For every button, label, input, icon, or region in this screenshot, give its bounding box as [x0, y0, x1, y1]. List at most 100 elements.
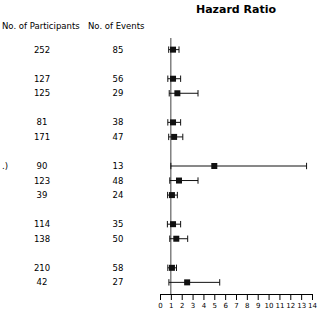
ci-cap-high — [180, 221, 181, 227]
plot-area — [167, 38, 306, 294]
x-tick-label: 3 — [191, 302, 195, 310]
ci-cap-high — [198, 90, 199, 96]
ci-cap-low — [167, 76, 168, 82]
participants-label: 138 — [34, 234, 50, 244]
x-tick-mark — [214, 294, 215, 300]
x-tick-label: 5 — [213, 302, 217, 310]
ci-cap-high — [180, 119, 181, 125]
events-label: 27 — [113, 277, 124, 287]
x-tick-label: 4 — [202, 302, 207, 310]
ci-cap-low — [169, 236, 170, 242]
x-tick: 0 — [158, 294, 162, 310]
x-tick: 7 — [234, 294, 238, 310]
participants-label: 39 — [37, 190, 48, 200]
x-tick: 1 — [169, 294, 173, 310]
x-tick: 9 — [256, 294, 260, 310]
x-tick-mark — [279, 294, 280, 300]
ci-cap-low — [168, 46, 169, 52]
x-tick-mark — [236, 294, 237, 300]
events-label: 24 — [113, 190, 124, 200]
events-label: 35 — [113, 219, 124, 229]
ci-cap-high — [176, 265, 177, 271]
x-tick: 10 — [265, 294, 274, 310]
x-tick: 4 — [202, 294, 207, 310]
x-tick-label: 14 — [308, 302, 317, 310]
hr-marker — [173, 236, 179, 242]
ci-cap-high — [177, 192, 178, 198]
ci-cap-low — [170, 163, 171, 169]
x-tick-mark — [258, 294, 259, 300]
x-tick-mark — [312, 294, 313, 300]
annotation: .) — [2, 161, 8, 171]
x-tick-mark — [301, 294, 302, 300]
x-tick-label: 7 — [234, 302, 238, 310]
participants-label: 90 — [37, 161, 48, 171]
x-tick-mark — [269, 294, 270, 300]
x-tick: 2 — [180, 294, 184, 310]
x-tick: 3 — [191, 294, 195, 310]
x-tick-mark — [290, 294, 291, 300]
hr-marker — [169, 192, 175, 198]
title: Hazard Ratio — [196, 3, 277, 16]
hr-marker — [211, 163, 217, 169]
x-tick-label: 2 — [180, 302, 184, 310]
ci-cap-high — [306, 163, 307, 169]
hr-marker — [184, 279, 190, 285]
ci-cap-low — [167, 265, 168, 271]
x-tick-mark — [193, 294, 194, 300]
x-tick-label: 6 — [223, 302, 228, 310]
x-tick-mark — [225, 294, 226, 300]
x-tick-label: 13 — [297, 302, 306, 310]
column-header: No. of Participants — [2, 21, 80, 31]
events-label: 38 — [113, 117, 124, 127]
x-tick-mark — [160, 294, 161, 300]
hr-marker — [169, 265, 175, 271]
ci-line — [171, 166, 307, 167]
ci-cap-low — [168, 279, 169, 285]
x-tick-label: 10 — [265, 302, 274, 310]
x-tick: 14 — [308, 294, 317, 310]
participants-label: 252 — [34, 45, 50, 55]
x-tick: 13 — [297, 294, 306, 310]
ci-cap-low — [169, 177, 170, 183]
events-label: 13 — [113, 161, 124, 171]
participants-label: 123 — [34, 176, 50, 186]
ci-line — [170, 180, 198, 181]
ci-cap-high — [187, 236, 188, 242]
events-label: 50 — [113, 234, 124, 244]
events-label: 56 — [113, 74, 124, 84]
ci-cap-high — [182, 134, 183, 140]
x-tick-label: 12 — [286, 302, 295, 310]
x-tick-label: 9 — [256, 302, 260, 310]
events-label: 47 — [113, 132, 124, 142]
x-tick-label: 11 — [275, 302, 284, 310]
participants-label: 81 — [37, 117, 48, 127]
ci-cap-low — [167, 119, 168, 125]
events-label: 58 — [113, 263, 124, 273]
x-tick-label: 1 — [169, 302, 173, 310]
ci-cap-high — [198, 177, 199, 183]
participants-label: 210 — [34, 263, 50, 273]
participants-label: 171 — [34, 132, 50, 142]
ci-cap-high — [179, 46, 180, 52]
hr-marker — [171, 134, 177, 140]
x-tick-mark — [171, 294, 172, 300]
x-tick-label: 0 — [158, 302, 162, 310]
x-tick: 6 — [223, 294, 228, 310]
ci-cap-low — [169, 90, 170, 96]
hr-marker — [174, 90, 180, 96]
ci-cap-low — [167, 192, 168, 198]
x-tick: 12 — [286, 294, 295, 310]
ci-cap-low — [167, 221, 168, 227]
hr-marker — [170, 119, 176, 125]
x-tick: 8 — [245, 294, 249, 310]
chart-svg: Hazard RatioNo. of ParticipantsNo. of Ev… — [0, 0, 320, 320]
events-label: 85 — [113, 45, 124, 55]
participants-label: 127 — [34, 74, 50, 84]
ci-line — [169, 282, 220, 283]
x-tick-mark — [182, 294, 183, 300]
events-label: 48 — [113, 176, 124, 186]
x-axis: 01234567891011121314 — [158, 294, 317, 310]
hr-marker — [170, 47, 176, 53]
chart-container: Hazard RatioNo. of ParticipantsNo. of Ev… — [0, 0, 320, 320]
